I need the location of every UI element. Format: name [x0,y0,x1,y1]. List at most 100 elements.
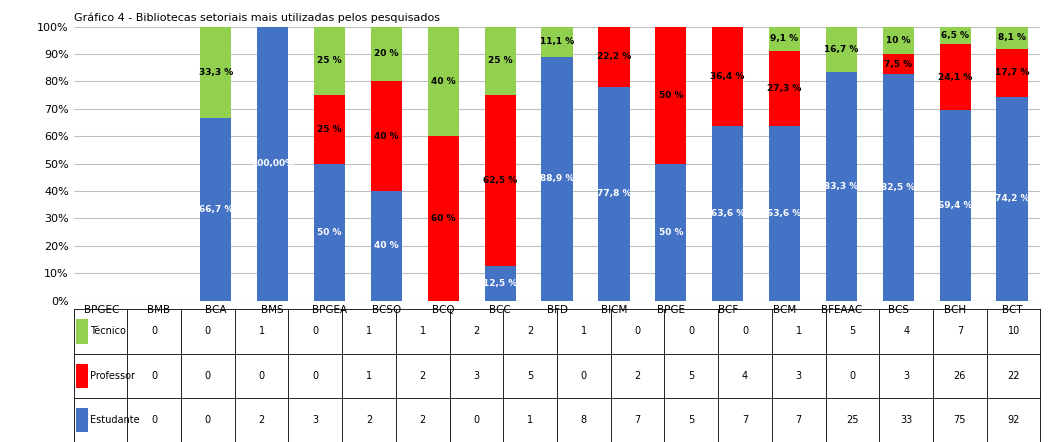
Text: 50 %: 50 % [659,228,683,236]
Bar [541,27,573,57]
Text: 1: 1 [259,327,265,336]
Text: 36,4 %: 36,4 % [710,72,745,81]
Text: 1: 1 [419,327,426,336]
Text: 0: 0 [688,327,695,336]
Text: 5: 5 [527,371,533,381]
Text: 17,7 %: 17,7 % [995,69,1029,77]
Bar [76,408,87,432]
Bar [485,95,516,266]
Text: 92: 92 [1008,415,1019,425]
Text: 4: 4 [742,371,748,381]
Text: 7: 7 [635,415,641,425]
Bar [541,57,573,301]
Text: 75: 75 [953,415,966,425]
Text: 10: 10 [1008,327,1019,336]
Text: 40 %: 40 % [431,77,455,86]
Text: 0: 0 [205,327,211,336]
Text: 60 %: 60 % [431,214,455,223]
Text: 25: 25 [846,415,859,425]
Text: 8: 8 [581,415,586,425]
Bar [485,266,516,301]
Text: 2: 2 [259,415,265,425]
Text: 0: 0 [205,371,211,381]
Bar [769,27,800,51]
Bar [314,164,345,301]
Text: 1: 1 [796,327,802,336]
Text: 82,5 %: 82,5 % [881,183,915,192]
Text: 4: 4 [903,327,909,336]
Text: 83,3 %: 83,3 % [824,182,859,191]
Bar [826,72,857,301]
Bar [996,27,1028,49]
Text: 22: 22 [1007,371,1019,381]
Text: 88,9 %: 88,9 % [540,174,574,183]
Text: 0: 0 [151,327,158,336]
Text: 33,3 %: 33,3 % [199,68,233,77]
Text: 2: 2 [366,415,372,425]
Text: 5: 5 [688,415,695,425]
Bar [257,27,288,301]
Bar [314,95,345,164]
Text: 0: 0 [473,415,479,425]
Text: 20 %: 20 % [374,50,398,58]
Bar [712,27,743,126]
Text: 24,1 %: 24,1 % [937,73,972,82]
Text: 22,2 %: 22,2 % [597,53,631,61]
Bar [883,54,914,74]
Text: 50 %: 50 % [317,228,342,236]
Text: 63,6 %: 63,6 % [767,209,802,218]
Text: 3: 3 [473,371,479,381]
Text: 2: 2 [635,371,641,381]
Text: 10 %: 10 % [886,36,910,45]
Text: 0: 0 [581,371,586,381]
Text: 1: 1 [366,371,372,381]
Bar [996,97,1028,301]
Text: 74,2 %: 74,2 % [995,194,1029,203]
Bar [940,110,971,301]
Text: 7: 7 [956,327,963,336]
Text: 3: 3 [796,371,802,381]
Text: 26: 26 [953,371,966,381]
Bar [769,126,800,301]
Bar [428,136,459,301]
Text: 25 %: 25 % [317,125,342,134]
Text: 25 %: 25 % [488,56,513,65]
Text: 50 %: 50 % [659,91,683,99]
Bar [76,319,87,344]
Text: 0: 0 [312,371,318,381]
Text: Gráfico 4 - Bibliotecas setoriais mais utilizadas pelos pesquisados: Gráfico 4 - Bibliotecas setoriais mais u… [74,12,439,23]
Bar [883,27,914,54]
Text: 5: 5 [688,371,695,381]
Text: 63,6 %: 63,6 % [710,209,745,218]
Bar [314,27,345,95]
Text: Professor: Professor [89,371,135,381]
Text: 66,7 %: 66,7 % [199,205,233,214]
Text: 100,00%: 100,00% [251,159,294,168]
Text: 33: 33 [900,415,912,425]
Bar [598,88,630,301]
Bar [428,27,459,136]
Text: 77,8 %: 77,8 % [597,190,632,198]
Text: 2: 2 [527,327,533,336]
Text: 5: 5 [849,327,856,336]
Text: 0: 0 [259,371,265,381]
Text: 0: 0 [151,371,158,381]
Bar [883,74,914,301]
Text: Técnico: Técnico [89,327,125,336]
Bar [200,118,231,301]
Text: 7,5 %: 7,5 % [884,60,912,69]
Text: 0: 0 [151,415,158,425]
Text: 0: 0 [205,415,211,425]
Text: 0: 0 [742,327,748,336]
Bar [769,51,800,126]
Text: 69,4 %: 69,4 % [937,201,972,210]
Text: 0: 0 [312,327,318,336]
Text: 3: 3 [903,371,909,381]
Text: 1: 1 [366,327,372,336]
Text: 27,3 %: 27,3 % [767,84,802,93]
Bar [371,81,403,191]
Bar [940,27,971,44]
Bar [655,27,686,164]
Text: 1: 1 [528,415,533,425]
Text: 0: 0 [849,371,856,381]
